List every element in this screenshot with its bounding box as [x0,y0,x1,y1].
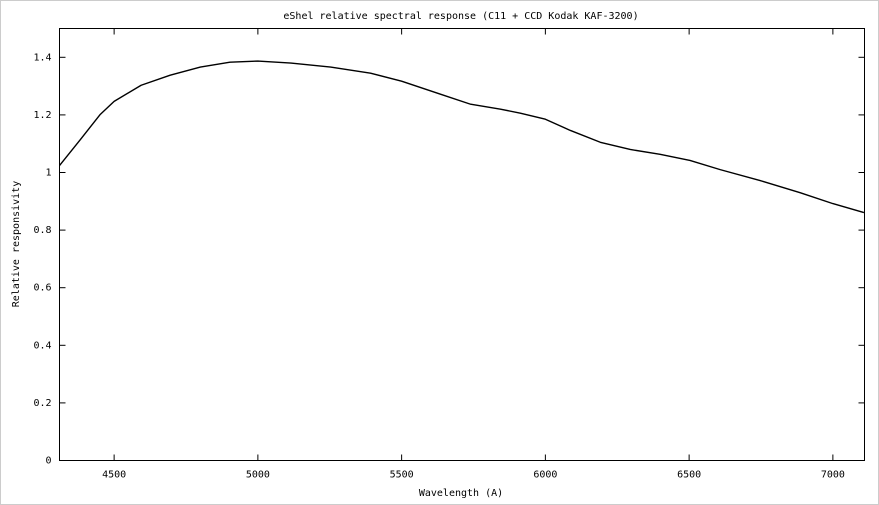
y-tick-label: 1 [45,168,51,179]
y-tick-label: 0.2 [33,398,51,409]
x-tick-label: 4500 [102,470,126,481]
x-tick-label: 7000 [821,470,845,481]
line [58,60,865,214]
x-tick-label: 6000 [533,470,557,481]
y-tick-label: 0.8 [33,225,51,236]
y-tick-label: 1.2 [33,110,51,121]
y-tick-label: 1.4 [33,52,51,63]
x-tick-label: 5500 [390,470,414,481]
y-tick-label: 0.6 [33,283,51,294]
y-tick-label: 0 [45,456,51,467]
chart-title: eShel relative spectral response (C11 + … [283,11,638,22]
y-axis-label: Relative responsivity [11,181,22,307]
x-axis-label: Wavelength (A) [419,488,503,499]
plot-border [59,28,865,461]
y-tick-label: 0.4 [33,340,51,351]
x-tick-label: 6500 [677,470,701,481]
x-tick-label: 5000 [246,470,270,481]
